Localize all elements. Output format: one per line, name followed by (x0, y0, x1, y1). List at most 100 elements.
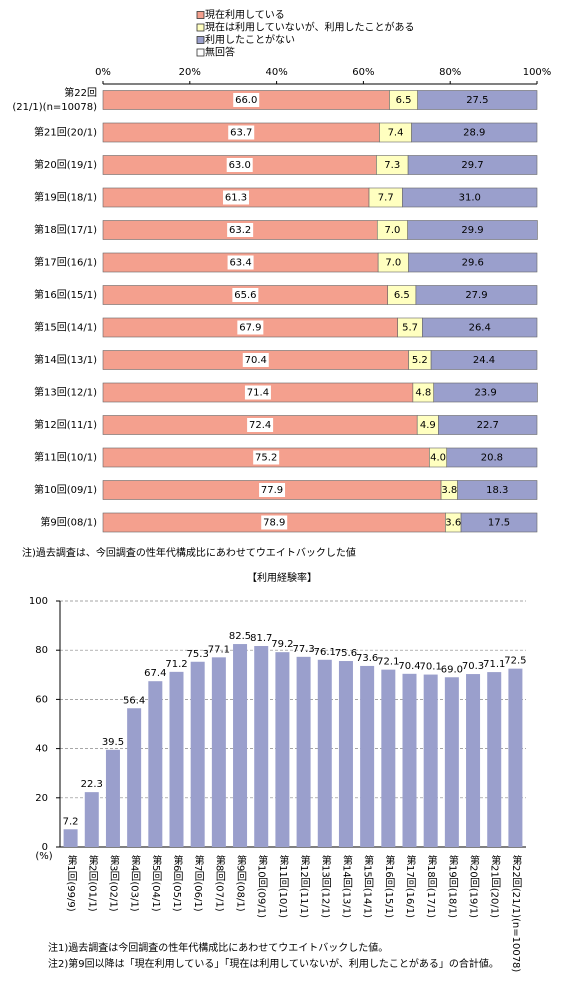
value-label: 70.4 (245, 355, 267, 366)
label-box (247, 418, 274, 432)
label-box (242, 353, 269, 367)
category-label: 第7回(06/1) (192, 854, 204, 912)
category-label: 第5回(04/1) (150, 854, 162, 912)
value-label: 73.6 (356, 653, 378, 664)
value-label: 75.2 (255, 453, 277, 464)
value-label: 7.4 (388, 128, 404, 139)
value-label: 29.7 (461, 160, 483, 171)
value-label: 28.9 (463, 128, 485, 139)
value-label: 63.7 (230, 128, 252, 139)
value-label: 65.6 (234, 290, 256, 301)
value-label: 76.1 (314, 647, 336, 658)
label-box (244, 385, 271, 400)
value-label: 18.3 (486, 485, 508, 496)
note: 注2)第9回以降は「現在利用している」「現在は利用していないが、利用したことがあ… (48, 957, 499, 970)
value-label: 27.5 (466, 95, 488, 106)
label-box (223, 190, 250, 205)
value-label: 24.4 (473, 355, 495, 366)
y-tick-label: 20 (35, 793, 48, 804)
value-label: 26.4 (469, 323, 491, 334)
value-label: 3.6 (445, 518, 461, 529)
legend-label: 現在は利用していないが、利用したことがある (205, 21, 415, 34)
value-label: 6.5 (396, 95, 412, 106)
value-label: 7.0 (385, 258, 401, 269)
value-label: 56.4 (123, 695, 145, 706)
category-label: 第9回(08/1) (235, 854, 247, 912)
value-label: 22.3 (81, 779, 103, 790)
value-label: 70.4 (398, 661, 420, 672)
category-label: 第15回(14/1) (362, 854, 374, 918)
x-tick-label: 40% (265, 67, 287, 78)
category-label: 第11回(10/1) (277, 854, 289, 918)
value-label: 63.2 (229, 225, 251, 236)
category-label: 第15回(14/1) (34, 321, 97, 334)
category-label: 第12回(11/1) (298, 854, 310, 918)
bar-segment (422, 317, 538, 338)
y-tick-label: 100 (29, 596, 48, 607)
category-label: 第2回(01/1) (86, 854, 98, 912)
value-label: 79.2 (271, 639, 293, 650)
bar (84, 792, 99, 847)
value-label: 67.4 (144, 668, 166, 679)
category-label: 第13回(12/1) (34, 386, 97, 399)
value-label: 77.3 (292, 644, 314, 655)
category-label: 第14回(13/1) (34, 353, 97, 366)
category-label: 第18回(17/1) (34, 223, 97, 236)
bar (211, 657, 226, 847)
value-label: 78.9 (263, 518, 285, 529)
bar-segment (402, 187, 538, 208)
category-label: 第10回(09/1) (256, 854, 268, 918)
label-box (233, 93, 260, 107)
category-label: 第19回(18/1) (446, 854, 458, 918)
value-label: 4.9 (420, 420, 436, 431)
bar (190, 661, 205, 847)
category-label: 第9回(08/1) (40, 516, 97, 529)
label-box (227, 255, 254, 270)
category-label: 第22回 (64, 86, 97, 99)
category-label: 第20回(19/1) (34, 158, 97, 171)
bar (466, 674, 481, 847)
label-box (253, 450, 280, 465)
value-label: 29.6 (462, 258, 484, 269)
bar-segment (407, 220, 538, 240)
category-label: 第22回(21/1)(n=10078) (510, 854, 522, 973)
category-label: 第13回(12/1) (319, 854, 331, 918)
value-label: 5.2 (412, 355, 428, 366)
bar (423, 674, 438, 847)
category-label: 第8回(07/1) (213, 854, 225, 912)
label-box (259, 483, 286, 497)
category-label: 第14回(13/1) (340, 854, 352, 918)
bar-segment (460, 512, 538, 533)
value-label: 63.0 (229, 160, 251, 171)
bar (487, 672, 502, 847)
label-box (237, 320, 264, 335)
chart-title: 【利用経験率】 (247, 571, 317, 584)
value-label: 70.3 (462, 661, 484, 672)
value-label: 27.9 (465, 290, 487, 301)
value-label: 4.8 (415, 388, 431, 399)
y-tick-label: 80 (35, 645, 48, 656)
value-label: 71.4 (247, 388, 269, 399)
x-tick-label: 20% (179, 67, 201, 78)
bar-segment (430, 350, 538, 370)
bar-segment (415, 285, 538, 305)
category-label: 第16回(15/1) (383, 854, 395, 918)
bar-segment (446, 447, 538, 468)
y-tick-label: 60 (35, 694, 48, 705)
value-label: 5.7 (402, 323, 418, 334)
bar (508, 668, 523, 847)
value-label: 72.1 (377, 657, 399, 668)
x-tick-label: 80% (439, 67, 461, 78)
value-label: 82.5 (229, 631, 251, 642)
y-axis-label: (%) (35, 851, 52, 862)
value-label: 75.6 (335, 648, 357, 659)
value-label: 77.9 (261, 485, 283, 496)
x-tick-label: 0% (95, 67, 111, 78)
value-label: 70.1 (420, 662, 442, 673)
legend-label: 無回答 (205, 46, 235, 59)
category-label: 第21回(20/1) (34, 126, 97, 139)
bar (254, 646, 269, 847)
value-label: 77.1 (208, 644, 230, 655)
legend-label: 利用したことがない (205, 33, 295, 46)
category-label: 第20回(19/1) (468, 854, 480, 918)
